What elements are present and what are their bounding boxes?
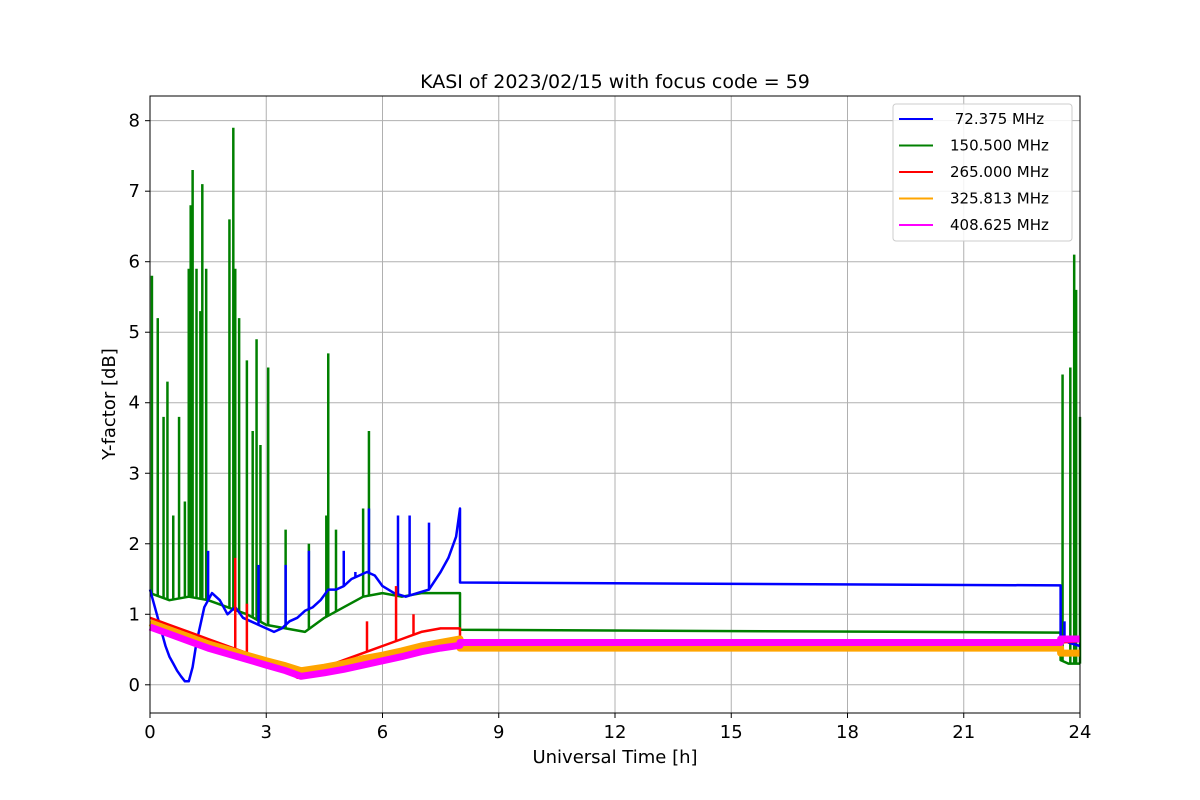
legend-label: 325.813 MHz [950,190,1049,208]
y-axis-label: Y-factor [dB] [99,348,120,461]
y-tick-label: 7 [129,181,140,202]
legend-label: 408.625 MHz [950,216,1049,234]
x-tick-label: 21 [952,722,975,743]
y-tick-label: 1 [129,604,140,625]
x-tick-label: 12 [604,722,627,743]
y-tick-label: 0 [129,675,140,696]
x-tick-label: 15 [720,722,743,743]
y-tick-label: 6 [129,252,140,273]
legend: 72.375 MHz 150.500 MHz 265.000 MHz 325.813 … [892,103,1073,242]
y-tick-label: 5 [129,322,140,343]
x-axis-label: Universal Time [h] [532,747,697,768]
x-tick-label: 24 [1069,722,1092,743]
legend-label: 72.375 MHz [950,110,1044,128]
series-line [149,591,1080,665]
x-tick-label: 9 [493,722,504,743]
y-tick-label: 3 [129,463,140,484]
x-tick-label: 0 [144,722,155,743]
legend-label: 150.500 MHz [950,137,1049,155]
y-tick-label: 8 [129,111,140,132]
plot-area [148,127,1082,683]
series-line [148,623,1080,680]
series-1 [149,127,1082,665]
x-tick-label: 18 [836,722,859,743]
x-tick-label: 6 [377,722,388,743]
chart-title: KASI of 2023/02/15 with focus code = 59 [420,71,810,93]
y-tick-label: 4 [129,393,140,414]
legend-label: 265.000 MHz [950,163,1049,181]
y-tick-label: 2 [129,534,140,555]
series-0 [148,507,1081,683]
series-4 [148,623,1080,680]
legend-box [892,103,1073,242]
series-line [148,507,1081,683]
x-tick-label: 3 [261,722,272,743]
